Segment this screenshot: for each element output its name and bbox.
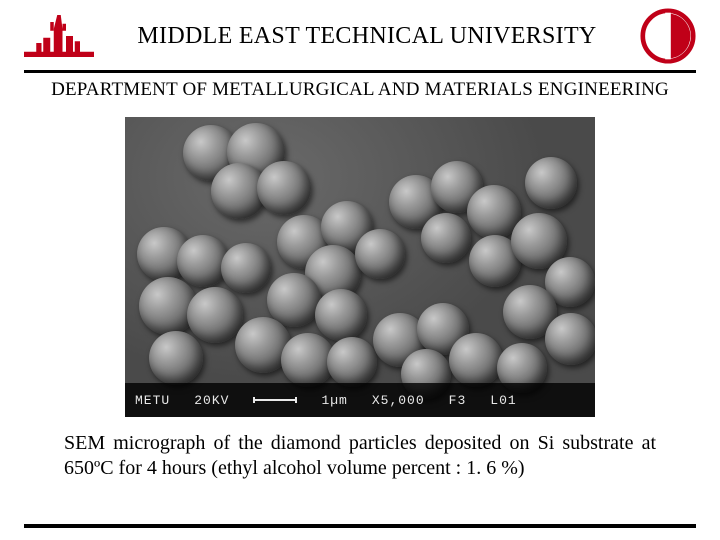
sem-scalebar	[253, 397, 297, 403]
sem-particle	[327, 337, 377, 387]
sem-particle	[187, 287, 243, 343]
sem-f: F3	[449, 393, 467, 408]
sem-particle	[545, 313, 595, 365]
sem-particle	[221, 243, 271, 293]
sem-particle	[355, 229, 405, 279]
sem-l: L01	[490, 393, 516, 408]
department-line: DEPARTMENT OF METALLURGICAL AND MATERIAL…	[0, 79, 720, 111]
metu-silhouette-logo	[24, 13, 94, 59]
sem-particle	[257, 161, 311, 215]
header: MIDDLE EAST TECHNICAL UNIVERSITY	[0, 0, 720, 68]
sem-scale-label: 1µm	[321, 393, 347, 408]
sem-particle	[315, 289, 367, 341]
sem-lab: METU	[135, 393, 170, 408]
sem-particle	[149, 331, 203, 385]
sem-particle	[449, 333, 503, 387]
sem-micrograph: METU 20KV 1µm X5,000 F3 L01	[125, 117, 595, 417]
header-rule	[24, 70, 696, 73]
sem-infobar: METU 20KV 1µm X5,000 F3 L01	[125, 383, 595, 417]
sem-voltage: 20KV	[194, 393, 229, 408]
sem-magnification: X5,000	[372, 393, 425, 408]
university-title: MIDDLE EAST TECHNICAL UNIVERSITY	[110, 23, 624, 50]
figure-container: METU 20KV 1µm X5,000 F3 L01	[0, 111, 720, 431]
footer-rule	[24, 524, 696, 528]
figure-caption: SEM micrograph of the diamond particles …	[0, 431, 720, 481]
sem-particle	[525, 157, 577, 209]
metu-circle-logo	[640, 8, 696, 64]
sem-particle	[421, 213, 471, 263]
